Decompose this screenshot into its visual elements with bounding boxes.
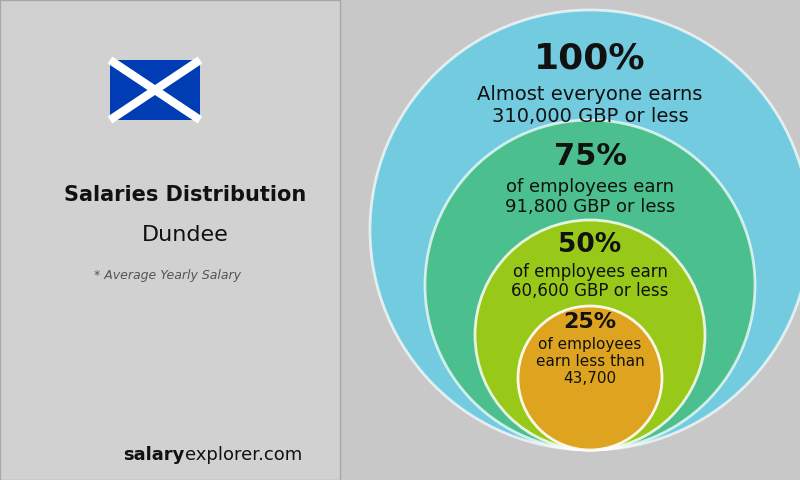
Text: 50%: 50% <box>558 232 622 258</box>
Text: earn less than: earn less than <box>536 354 644 369</box>
Text: * Average Yearly Salary: * Average Yearly Salary <box>94 268 242 281</box>
Text: 100%: 100% <box>534 41 646 75</box>
Text: 310,000 GBP or less: 310,000 GBP or less <box>492 107 688 126</box>
Text: 75%: 75% <box>554 142 626 171</box>
Text: 25%: 25% <box>563 312 617 332</box>
Text: Almost everyone earns: Almost everyone earns <box>478 85 702 104</box>
Text: Salaries Distribution: Salaries Distribution <box>64 185 306 205</box>
Text: 60,600 GBP or less: 60,600 GBP or less <box>511 281 669 300</box>
Text: Dundee: Dundee <box>142 225 228 245</box>
Circle shape <box>370 10 800 450</box>
FancyBboxPatch shape <box>110 60 200 120</box>
Circle shape <box>475 220 705 450</box>
Text: 43,700: 43,700 <box>563 371 617 386</box>
Text: of employees earn: of employees earn <box>506 178 674 196</box>
Text: explorer.com: explorer.com <box>185 446 302 464</box>
Text: 91,800 GBP or less: 91,800 GBP or less <box>505 198 675 216</box>
Text: salary: salary <box>124 446 185 464</box>
FancyBboxPatch shape <box>0 0 340 480</box>
Circle shape <box>425 120 755 450</box>
Text: of employees: of employees <box>538 337 642 352</box>
Circle shape <box>518 306 662 450</box>
Text: of employees earn: of employees earn <box>513 263 667 281</box>
